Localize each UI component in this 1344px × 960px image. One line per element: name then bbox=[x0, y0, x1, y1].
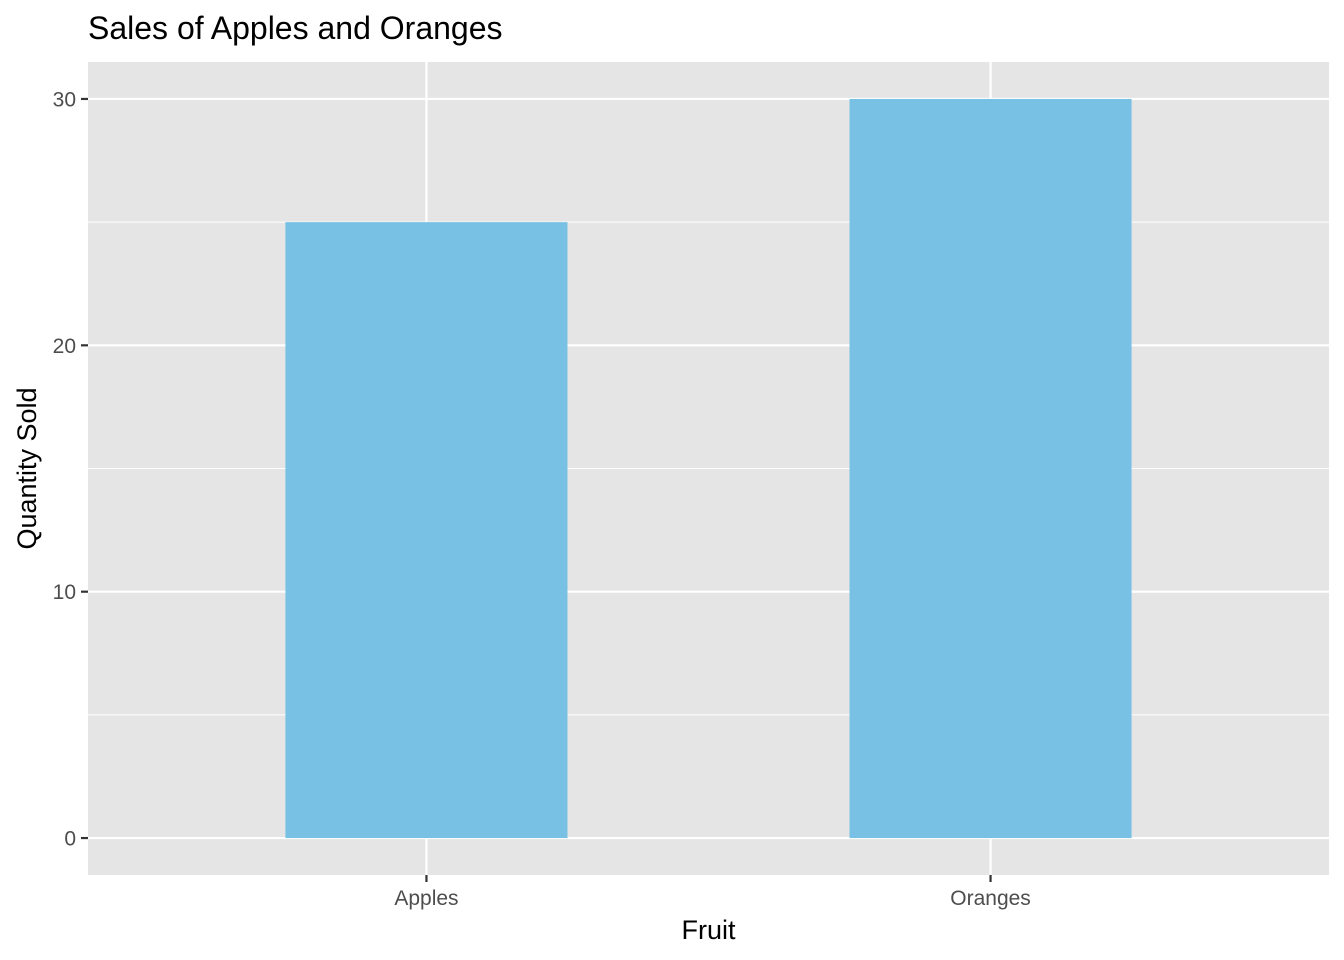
y-tick-label: 30 bbox=[53, 88, 76, 111]
chart-title: Sales of Apples and Oranges bbox=[88, 10, 503, 46]
bar-oranges bbox=[849, 98, 1132, 839]
x-tick-label: Oranges bbox=[950, 887, 1031, 910]
y-tick-label: 20 bbox=[53, 335, 76, 358]
x-tick-label: Apples bbox=[394, 887, 458, 910]
y-tick-label: 10 bbox=[53, 581, 76, 604]
y-axis: 0 10 20 30 bbox=[53, 88, 88, 851]
bars bbox=[285, 98, 1132, 839]
y-tick-label: 0 bbox=[64, 828, 76, 851]
x-axis: Apples Oranges bbox=[394, 875, 1031, 910]
y-axis-title: Quantity Sold bbox=[12, 387, 42, 549]
bar-apples bbox=[285, 222, 568, 839]
x-axis-title: Fruit bbox=[682, 915, 736, 945]
